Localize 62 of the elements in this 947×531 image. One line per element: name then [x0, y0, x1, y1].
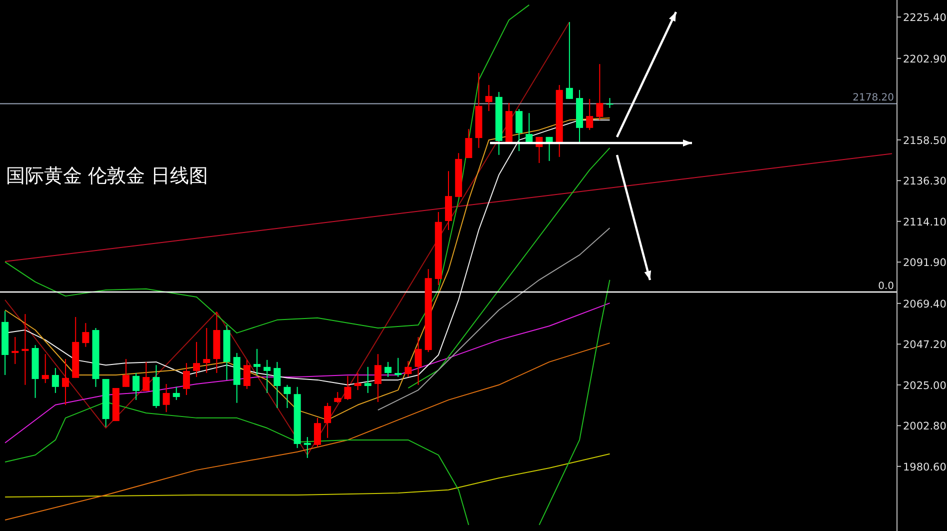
candlestick: [132, 372, 140, 400]
y-tick-label: 2158.50: [903, 134, 946, 147]
candlestick: [404, 360, 412, 378]
annotation: 0.0: [878, 281, 894, 292]
candlestick: [516, 108, 523, 152]
candlestick: [586, 98, 594, 130]
candlestick: [12, 336, 19, 364]
candlestick: [334, 392, 342, 404]
y-tick-label: 2225.40: [903, 12, 946, 24]
y-tick-label: 2025.00: [903, 380, 946, 392]
y-tick-label: 2202.90: [903, 53, 946, 66]
line-series: [538, 279, 610, 526]
y-tick-label: 2069.40: [903, 298, 946, 310]
line-series: [4, 4, 530, 334]
candlestick: [264, 359, 271, 394]
line-series: [377, 227, 610, 411]
candlestick: [414, 336, 422, 386]
line-series: [4, 453, 610, 498]
candlestick: [52, 368, 59, 394]
line-series: [4, 302, 610, 444]
candlestick: [485, 84, 492, 112]
y-tick-label: 1980.60: [903, 461, 946, 474]
text: 国际黄金 伦敦金 日线图: [6, 165, 208, 187]
line-series: [408, 147, 610, 389]
candlestick: [274, 361, 281, 409]
candlestick: [364, 366, 372, 394]
candlestick: [22, 314, 29, 386]
y-tick-label: 2136.30: [903, 176, 946, 188]
y-tick-label: 2002.80: [903, 420, 946, 433]
candlestick: [203, 328, 210, 374]
candlestick: [314, 417, 321, 448]
candlestick: [606, 98, 614, 108]
candlestick: [42, 354, 49, 384]
candlestick: [374, 354, 382, 402]
candlestick: [344, 375, 352, 400]
candlestick: [546, 136, 553, 162]
candlestick: [254, 348, 261, 376]
candlestick: [354, 372, 362, 391]
y-tick-label: 2047.20: [903, 339, 946, 352]
candlestick: [82, 322, 90, 348]
y-tick-label: 2114.10: [903, 216, 946, 228]
candlestick: [182, 362, 190, 396]
line-series: [4, 401, 470, 526]
line-series: [4, 22, 570, 456]
candlestick: [122, 358, 130, 388]
candlestick: [324, 402, 332, 438]
candlestick: [172, 386, 180, 400]
candlestick: [62, 358, 70, 406]
candlestick: [284, 384, 291, 409]
candlestick: [162, 383, 170, 413]
candlestick: [566, 22, 573, 100]
candlestick: [193, 341, 200, 378]
y-tick-label: 2091.90: [903, 257, 946, 270]
candlestick: [394, 357, 402, 378]
candlestick: [304, 436, 311, 458]
candlestick: [142, 361, 150, 392]
candlestick: [384, 361, 392, 378]
candlestick: [596, 64, 604, 121]
candlestick: [465, 128, 472, 159]
line-series: [4, 342, 610, 520]
ref-line-label: 2178.20: [852, 92, 894, 104]
candlestick: [243, 359, 250, 390]
